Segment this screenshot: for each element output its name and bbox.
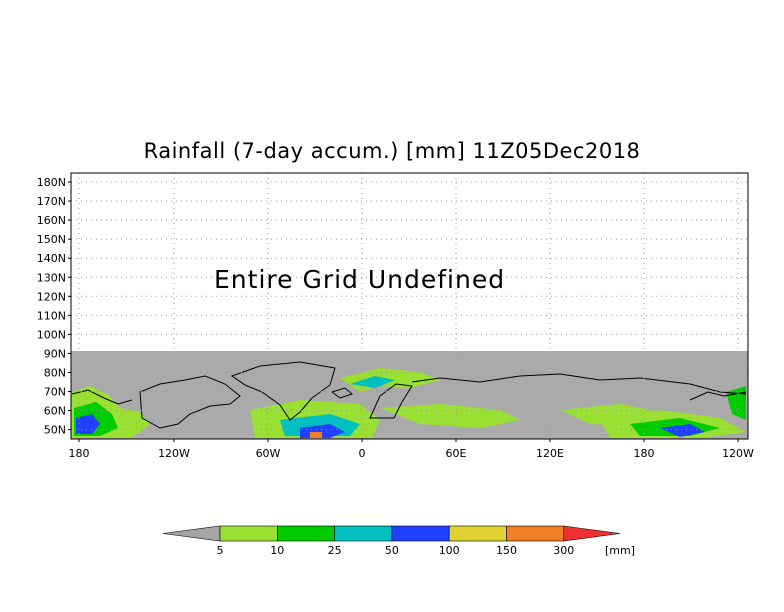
alaska-outline-east [689,391,747,401]
lon-tick-label: 60W [256,447,281,460]
lat-tick-label: 50N [44,424,66,437]
lon-tick-label: 60E [446,447,467,460]
latitude-labels: 180N 170N 160N 150N 140N 130N 120N 110N 100N 90N 8… [37,176,71,437]
lat-tick-label: 100N [37,328,66,341]
colorbar: 5 10 25 50 100 150 300 [mm] [162,525,635,557]
lon-tick-label: 180 [69,447,90,460]
plot-frame [70,172,749,440]
colorbar-label: 300 [553,544,574,557]
colorbar-label: 100 [439,544,460,557]
lat-tick-label: 90N [44,347,66,360]
lat-tick-label: 60N [44,405,66,418]
colorbar-segment [448,525,507,542]
colorbar-high-triangle [563,525,621,542]
colorbar-low-triangle [162,525,221,542]
colorbar-label: 25 [328,544,342,557]
undefined-note: Entire Grid Undefined [214,265,505,294]
colorbar-segment [506,525,565,542]
lat-tick-label: 150N [37,233,66,246]
longitude-labels: 180 120W 60W 0 60E 120E 180 120W [69,439,754,460]
colorbar-unit: [mm] [605,544,635,557]
lon-tick-label: 0 [359,447,366,460]
map-title: Rainfall (7-day accum.) [mm] 11Z05Dec201… [143,139,641,163]
greenland-outline [230,361,336,421]
lat-tick-label: 170N [37,195,66,208]
lon-tick-label: 180 [634,447,655,460]
eurasia-outline [411,373,747,395]
lon-tick-label: 120E [536,447,564,460]
lat-tick-label: 130N [37,271,66,284]
colorbar-label: 150 [496,544,517,557]
colorbar-segment [219,525,278,542]
north-america-outline [139,375,241,429]
colorbar-label: 50 [385,544,399,557]
coastlines [71,361,747,429]
colorbar-segment [334,525,393,542]
alaska-outline [71,389,133,405]
lat-tick-label: 80N [44,367,66,380]
lat-tick-label: 140N [37,252,66,265]
colorbar-segment [391,525,450,542]
lat-tick-label: 110N [37,309,66,322]
lon-tick-label: 120W [722,447,754,460]
lat-tick-label: 120N [37,290,66,303]
rain-blob-pacific-heavy [660,424,705,437]
rain-spot-heavy [310,432,322,438]
rain-blob-alaska-heavy [76,414,100,434]
iceland-outline [330,387,353,399]
lat-tick-label: 160N [37,214,66,227]
lat-tick-label: 180N [37,176,66,189]
colorbar-segment [276,525,335,542]
lat-tick-label: 70N [44,386,66,399]
lon-tick-label: 120W [158,447,190,460]
colorbar-label: 10 [270,544,284,557]
scandinavia-outline [369,383,413,419]
rain-blob-norway-core [350,376,395,388]
rain-blob-europe [380,404,520,428]
colorbar-label: 5 [217,544,224,557]
